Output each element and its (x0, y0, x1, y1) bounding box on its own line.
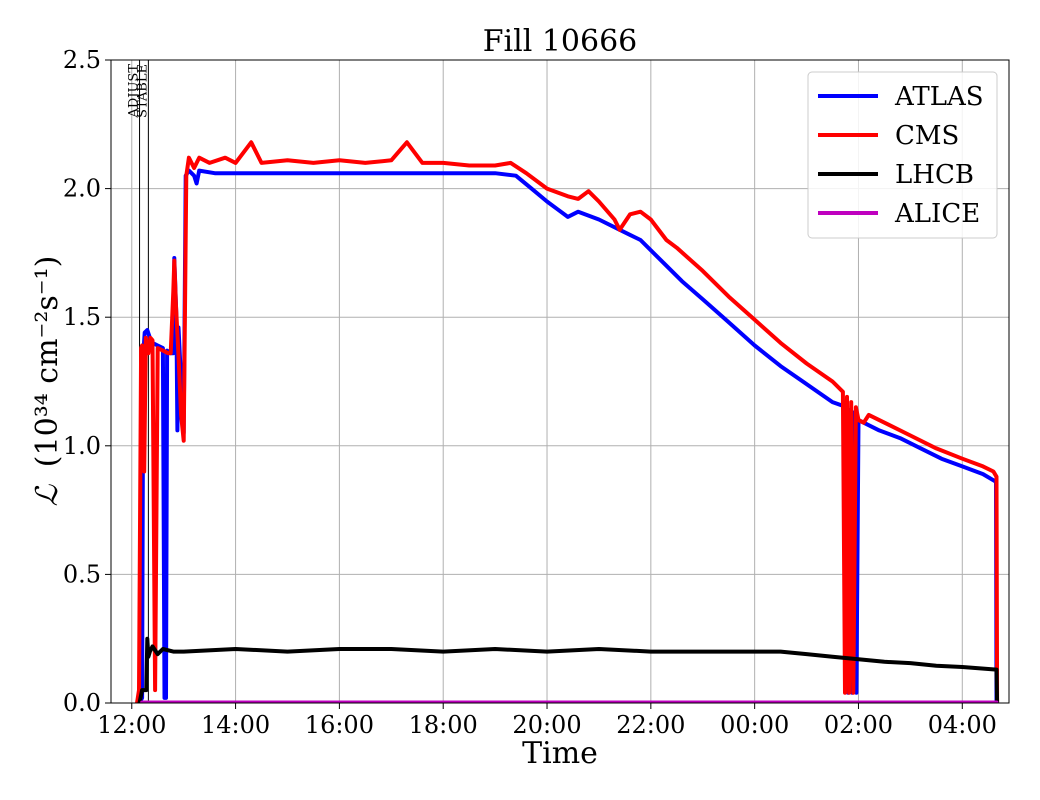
y-axis: 0.0 0.5 1.0 1.5 2.0 2.5 (63, 46, 111, 717)
series-line-lhcb (137, 636, 1000, 703)
series-line-cms (135, 140, 1000, 703)
x-tick-label: 18:00 (409, 711, 478, 739)
marker-label-stable: STABLE (135, 64, 150, 118)
x-tick-label: 22:00 (616, 711, 685, 739)
y-tick-label: 1.0 (63, 432, 101, 460)
marker-label-adjust: ADJUST (127, 64, 142, 119)
legend-box (807, 71, 998, 239)
y-axis-label-symbol: ℒ (30, 483, 65, 506)
y-tick-label: 0.5 (63, 560, 101, 588)
y-axis-label-units: (10³⁴ cm⁻²s⁻¹) (30, 256, 65, 468)
x-tick-label: 04:00 (928, 711, 997, 739)
x-axis: 12:00 14:00 16:00 18:00 20:00 22:00 00:00 02:00… (97, 703, 997, 739)
x-axis-label: Time (522, 736, 598, 771)
y-tick-label: 2.0 (63, 175, 101, 203)
y-tick-label: 2.5 (63, 46, 101, 74)
x-tick-label: 14:00 (201, 711, 270, 739)
plot-frame (110, 59, 1010, 704)
x-tick-label: 16:00 (305, 711, 374, 739)
chart-title: Fill 10666 (483, 24, 638, 59)
y-axis-label: ℒ (10³⁴ cm⁻²s⁻¹) (30, 256, 65, 507)
x-tick-label: 02:00 (824, 711, 893, 739)
legend-label-alice: ALICE (894, 199, 980, 229)
x-tick-label: 12:00 (97, 711, 166, 739)
legend-label-lhcb: LHCB (895, 160, 974, 190)
x-tick-label: 00:00 (720, 711, 789, 739)
legend: ATLAS CMS LHCB ALICE (807, 71, 998, 239)
x-tick-label: 20:00 (512, 711, 581, 739)
legend-label-atlas: ATLAS (894, 82, 984, 112)
y-tick-label: 1.5 (63, 303, 101, 331)
legend-label-cms: CMS (895, 121, 959, 151)
y-tick-label: 0.0 (63, 689, 101, 717)
